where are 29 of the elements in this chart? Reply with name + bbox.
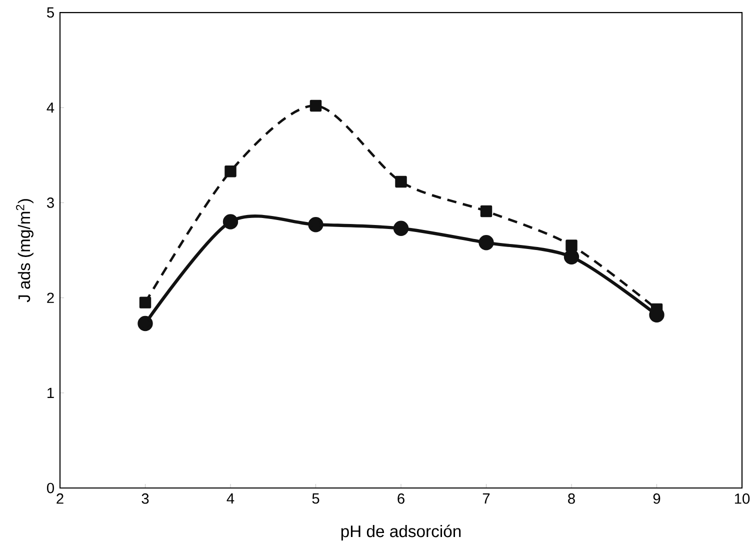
point: [564, 249, 580, 265]
point: [566, 240, 578, 252]
point: [139, 296, 152, 308]
point: [224, 165, 236, 178]
y-tick-label: 2: [47, 292, 54, 303]
point: [393, 220, 409, 236]
x-tick-label: 7: [482, 493, 490, 504]
y-axis-title: J ads (mg/m$^{2}$): [16, 199, 34, 302]
x-tick-label: 4: [226, 493, 234, 504]
y-tick-label: 1: [48, 388, 54, 398]
x-axis-title: pH de adsorción: [341, 524, 461, 541]
y-tick-label: 4: [46, 102, 54, 113]
x-tick-label: 2: [56, 493, 64, 504]
point: [308, 216, 324, 232]
point: [138, 316, 153, 332]
x-tick-label: 5: [312, 493, 320, 504]
y-tick-label: 0: [46, 482, 54, 494]
y-tick-label: 5: [47, 7, 54, 18]
point: [478, 235, 494, 250]
x-tick-label: 10: [734, 493, 750, 504]
point: [395, 176, 407, 188]
x-tick-label: 8: [568, 493, 575, 504]
y-tick-label: 3: [46, 198, 54, 208]
point: [480, 205, 492, 218]
x-tick-label: 3: [142, 493, 149, 504]
x-tick-label: 6: [398, 493, 404, 504]
point: [310, 100, 322, 112]
x-tick-label: 9: [653, 493, 660, 504]
point: [222, 214, 238, 230]
